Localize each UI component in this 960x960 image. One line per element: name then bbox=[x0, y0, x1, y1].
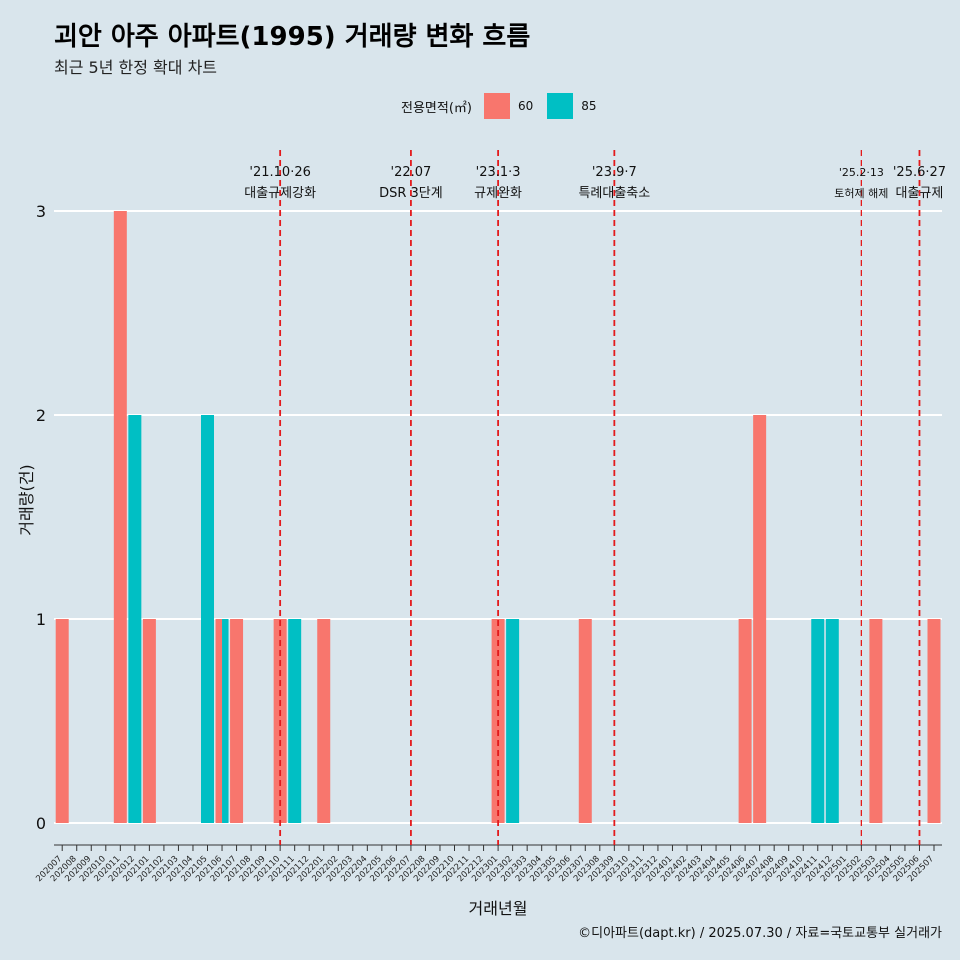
event-name-label: DSR 3단계 bbox=[379, 186, 443, 201]
event-name-label: 대출규제 bbox=[896, 186, 944, 201]
source-caption: ©디아파트(dapt.kr) / 2025.07.30 / 자료=국토교통부 실… bbox=[578, 926, 942, 941]
event-date-label: '22.07 bbox=[391, 165, 432, 180]
y-tick-label: 1 bbox=[36, 610, 46, 629]
event-date-label: '21.10·26 bbox=[249, 165, 310, 180]
bar-60-202507 bbox=[927, 619, 941, 823]
bar-85-202105 bbox=[201, 415, 214, 823]
event-date-label: '25.6·27 bbox=[893, 165, 946, 180]
bar-60-202307 bbox=[578, 619, 592, 823]
bar-60-202101 bbox=[142, 619, 156, 823]
bar-60-202201 bbox=[317, 619, 331, 823]
y-tick-label: 0 bbox=[36, 814, 46, 833]
legend-swatch-60 bbox=[483, 93, 510, 119]
bar-85-202012 bbox=[128, 415, 142, 823]
bar-60-202406 bbox=[738, 619, 752, 823]
legend-label-60: 60 bbox=[517, 99, 534, 113]
x-axis-title: 거래년월 bbox=[469, 899, 528, 918]
bar-60-202407 bbox=[753, 415, 767, 823]
event-date-label: '23.1·3 bbox=[476, 165, 521, 180]
legend-label-85: 85 bbox=[581, 99, 597, 113]
bar-85-202302 bbox=[506, 619, 520, 823]
event-date-label: '23.9·7 bbox=[592, 165, 637, 180]
bar-60-202011 bbox=[113, 211, 127, 823]
event-name-label: 토허제 해제 bbox=[834, 186, 888, 200]
legend-item-60: 60 bbox=[483, 93, 539, 119]
y-tick-label: 2 bbox=[36, 406, 46, 425]
bar-60-202007 bbox=[55, 619, 69, 823]
y-axis-title: 거래량(건) bbox=[17, 464, 36, 535]
legend-item-85: 85 bbox=[547, 93, 602, 119]
event-name-label: 대출규제강화 bbox=[244, 186, 316, 201]
chart-title: 괴안 아주 아파트(1995) 거래량 변화 흐름 bbox=[54, 22, 531, 52]
legend-swatch-85 bbox=[547, 93, 574, 119]
bar-85-202412 bbox=[825, 619, 839, 823]
legend: 전용면적(㎡) 60 85 bbox=[401, 93, 603, 119]
bar-60-202107 bbox=[230, 619, 244, 823]
bar-85-202411 bbox=[811, 619, 825, 823]
legend-title: 전용면적(㎡) bbox=[401, 100, 472, 116]
chart-subtitle: 최근 5년 한정 확대 차트 bbox=[54, 58, 218, 77]
bar-60-202106 bbox=[215, 619, 223, 823]
event-date-label: '25.2·13 bbox=[839, 166, 884, 179]
y-tick-label: 3 bbox=[36, 202, 46, 221]
event-name-label: 특례대출축소 bbox=[578, 186, 650, 201]
bar-85-202106 bbox=[222, 619, 229, 823]
bar-85-202111 bbox=[288, 619, 302, 823]
bar-60-202503 bbox=[869, 619, 883, 823]
event-name-label: 규제완화 bbox=[474, 186, 522, 201]
